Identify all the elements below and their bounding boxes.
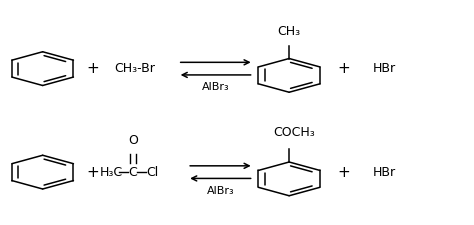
Text: AlBr₃: AlBr₃ <box>202 82 229 92</box>
Text: CH₃: CH₃ <box>278 25 301 38</box>
Text: +: + <box>337 165 350 180</box>
Text: H₃C: H₃C <box>100 166 123 179</box>
Text: +: + <box>86 165 99 180</box>
Text: CH₃-Br: CH₃-Br <box>115 62 155 75</box>
Text: HBr: HBr <box>373 62 395 75</box>
Text: +: + <box>337 61 350 76</box>
Text: Cl: Cl <box>146 166 158 179</box>
Text: O: O <box>128 134 137 147</box>
Text: AlBr₃: AlBr₃ <box>207 186 234 196</box>
Text: HBr: HBr <box>373 166 395 179</box>
Text: C: C <box>128 166 137 179</box>
Text: +: + <box>86 61 99 76</box>
Text: COCH₃: COCH₃ <box>273 126 315 139</box>
